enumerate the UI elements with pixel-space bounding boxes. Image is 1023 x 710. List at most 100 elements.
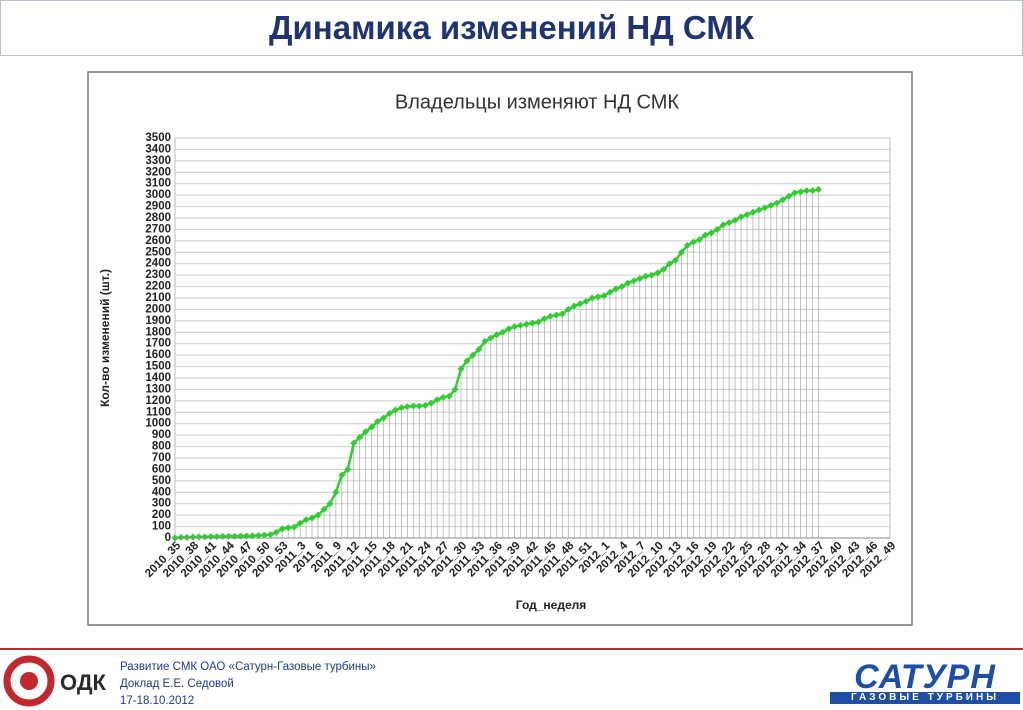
y-tick-label: 1300 <box>145 383 171 395</box>
data-point <box>779 196 787 204</box>
slide-title: Динамика изменений НД СМК <box>269 9 754 46</box>
title-bar: Динамика изменений НД СМК <box>0 0 1023 56</box>
data-point <box>773 199 781 207</box>
data-point <box>713 225 721 233</box>
data-point <box>421 401 429 409</box>
data-point <box>314 511 322 519</box>
data-point <box>380 414 388 422</box>
y-tick-label: 1600 <box>145 349 171 361</box>
footer-line: 17-18.10.2012 <box>120 695 195 707</box>
data-point <box>576 300 584 308</box>
data-point <box>540 315 548 323</box>
y-tick-label: 3200 <box>145 166 171 178</box>
data-point <box>481 337 489 345</box>
data-point <box>344 465 352 473</box>
data-point <box>809 187 817 195</box>
data-point <box>439 393 447 401</box>
y-tick-label: 1800 <box>145 326 171 338</box>
data-point <box>397 404 405 412</box>
y-tick-label: 2500 <box>145 246 171 258</box>
data-point <box>666 260 674 268</box>
y-tick-label: 400 <box>152 486 171 498</box>
data-point <box>505 325 513 333</box>
data-point <box>600 292 608 300</box>
data-point <box>248 532 256 540</box>
data-point <box>689 238 697 246</box>
y-tick-label: 2800 <box>145 212 171 224</box>
y-tick-label: 2400 <box>145 258 171 270</box>
data-point <box>588 294 596 302</box>
y-tick-label: 200 <box>152 509 171 521</box>
data-point <box>266 531 274 539</box>
y-tick-label: 1900 <box>145 315 171 327</box>
y-tick-label: 0 <box>165 532 171 544</box>
data-point <box>642 272 650 280</box>
data-point <box>523 320 531 328</box>
data-point <box>189 533 197 541</box>
data-point <box>320 505 328 513</box>
data-point <box>695 236 703 244</box>
footer: ОДК Развитие СМК ОАО «Сатурн-Газовые тур… <box>0 648 1023 710</box>
y-axis-label: Кол-во изменений (шт.) <box>98 269 112 407</box>
data-point <box>660 265 668 273</box>
data-point <box>302 516 310 524</box>
data-point <box>457 365 465 373</box>
data-point <box>761 204 769 212</box>
data-point <box>445 392 453 400</box>
data-point <box>409 402 417 410</box>
logo-left: ОДК <box>60 670 106 695</box>
data-point <box>564 305 572 313</box>
logo-icon <box>3 655 55 707</box>
data-point <box>755 206 763 214</box>
y-tick-label: 3300 <box>145 155 171 167</box>
data-point <box>469 351 477 359</box>
data-point <box>767 201 775 209</box>
data-point <box>606 288 614 296</box>
footer-line: Развитие СМК ОАО «Сатурн-Газовые турбины… <box>120 661 376 673</box>
data-point <box>558 310 566 318</box>
data-point <box>403 403 411 411</box>
data-point <box>618 283 626 291</box>
data-point <box>296 519 304 527</box>
data-point <box>707 229 715 237</box>
y-tick-label: 3500 <box>145 132 171 144</box>
y-tick-label: 1700 <box>145 338 171 350</box>
data-point <box>570 302 578 310</box>
data-point <box>391 406 399 414</box>
logo-right-sub: ГАЗОВЫЕ ТУРБИНЫ <box>830 692 1020 704</box>
data-point <box>177 533 185 541</box>
data-point <box>636 275 644 283</box>
y-tick-label: 3100 <box>145 178 171 190</box>
data-point <box>338 471 346 479</box>
y-tick-label: 1500 <box>145 361 171 373</box>
data-point <box>487 334 495 342</box>
data-point <box>475 345 483 353</box>
y-tick-label: 2000 <box>145 303 171 315</box>
data-point <box>701 231 709 239</box>
y-tick-label: 2700 <box>145 223 171 235</box>
data-point <box>517 321 525 329</box>
chart: Владельцы изменяют НД СМК Кол-во изменен… <box>87 71 913 626</box>
data-point <box>743 211 751 219</box>
data-point <box>546 312 554 320</box>
data-point <box>332 488 340 496</box>
y-tick-label: 3000 <box>145 189 171 201</box>
y-tick-label: 3400 <box>145 143 171 155</box>
data-point <box>278 525 286 533</box>
data-point <box>552 311 560 319</box>
data-point <box>290 523 298 531</box>
data-point <box>254 531 262 539</box>
data-point <box>803 187 811 195</box>
data-point <box>493 331 501 339</box>
data-point <box>272 528 280 536</box>
data-point <box>797 188 805 196</box>
y-tick-label: 600 <box>152 463 171 475</box>
data-point <box>582 297 590 305</box>
footer-line: Доклад Е.Е. Седовой <box>120 678 234 690</box>
data-point <box>463 357 471 365</box>
y-tick-label: 2200 <box>145 281 171 293</box>
y-tick-label: 300 <box>152 498 171 510</box>
data-point <box>654 269 662 277</box>
y-tick-label: 500 <box>152 475 171 487</box>
data-point <box>195 533 203 541</box>
